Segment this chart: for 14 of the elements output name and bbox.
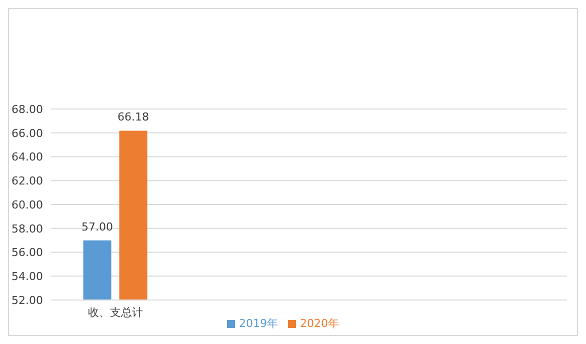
y-tick-label: 68.00: [12, 102, 43, 116]
y-tick-label: 56.00: [12, 246, 43, 260]
y-tick-label: 62.00: [12, 174, 43, 188]
legend-label: 2019年: [239, 317, 278, 330]
y-tick-label: 60.00: [12, 198, 43, 212]
y-tick-label: 66.00: [12, 126, 43, 140]
data-label: 57.00: [82, 220, 113, 234]
y-tick-label: 64.00: [12, 150, 43, 164]
legend-label: 2020年: [300, 317, 339, 330]
y-tick-label: 58.00: [12, 222, 43, 236]
data-label: 66.18: [118, 110, 149, 124]
y-tick-label: 52.00: [12, 294, 43, 307]
y-tick-label: 54.00: [12, 270, 43, 284]
x-tick-label: 收、支总计: [88, 306, 143, 319]
